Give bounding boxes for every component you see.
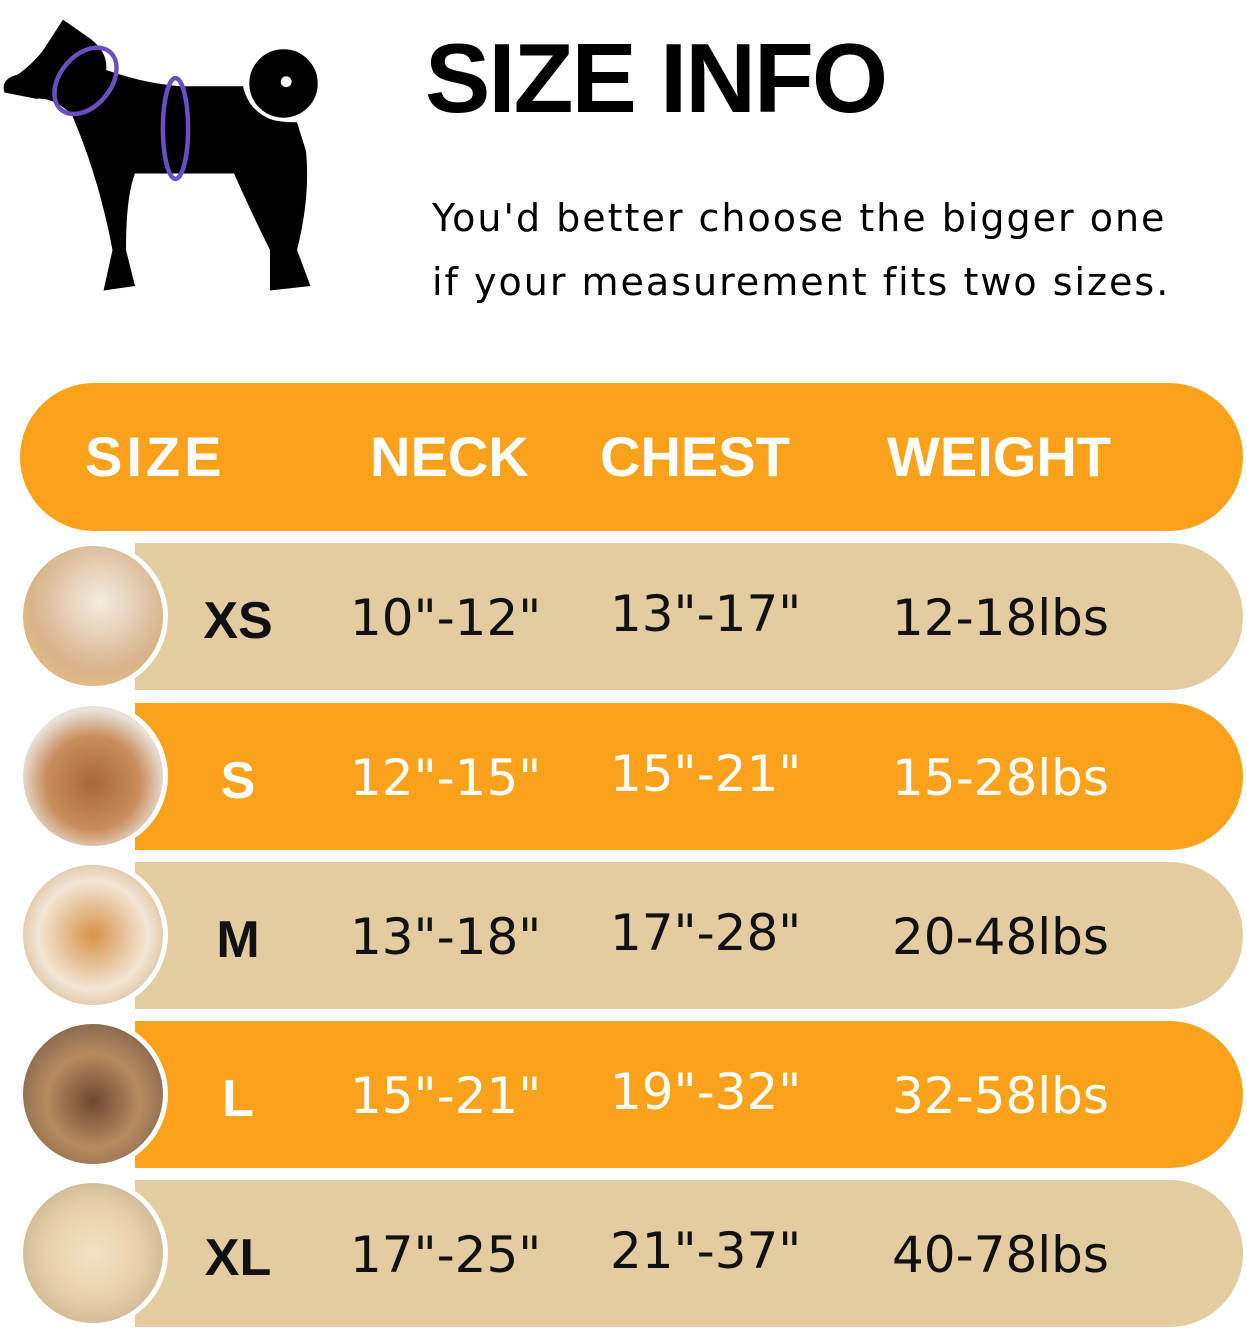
table-header (20, 383, 1243, 531)
neck-value: 15"-21" (350, 1067, 542, 1125)
table-row (135, 543, 1243, 690)
subtitle-line: You'd better choose the bigger one (432, 196, 1167, 240)
chest-value: 15"-21" (610, 745, 802, 803)
dog-measurement-illustration (3, 19, 322, 291)
weight-value: 15-28lbs (892, 749, 1109, 807)
weight-value: 40-78lbs (892, 1226, 1109, 1284)
table-row (135, 862, 1243, 1009)
weight-value: 12-18lbs (892, 589, 1109, 647)
subtitle: You'd better choose the bigger one if yo… (432, 186, 1170, 314)
chest-ring-icon (160, 75, 191, 182)
page-title: SIZE INFO (425, 23, 888, 133)
dog-photo (18, 1178, 168, 1328)
table-row (135, 703, 1243, 850)
dog-photo (18, 1019, 168, 1169)
table-row (135, 1180, 1243, 1327)
weight-value: 20-48lbs (892, 908, 1109, 966)
dog-photo (18, 701, 168, 851)
neck-value: 12"-15" (350, 749, 542, 807)
chest-value: 21"-37" (610, 1222, 802, 1280)
neck-value: 13"-18" (350, 908, 542, 966)
subtitle-line: if your measurement fits two sizes. (432, 260, 1171, 304)
size-label: M (216, 911, 260, 969)
table-row (135, 1021, 1243, 1168)
size-label: XL (204, 1229, 272, 1287)
weight-value: 32-58lbs (892, 1067, 1109, 1125)
size-label: XS (203, 592, 273, 650)
chest-value: 13"-17" (610, 585, 802, 643)
chest-value: 17"-28" (610, 904, 802, 962)
dog-photo (18, 860, 168, 1010)
neck-value: 17"-25" (350, 1226, 542, 1284)
dog-photo (18, 541, 168, 691)
chest-value: 19"-32" (610, 1063, 802, 1121)
header-size: SIZE (85, 425, 226, 488)
neck-ring-icon (52, 45, 119, 117)
header-neck: NECK (370, 425, 529, 488)
size-label: L (222, 1070, 254, 1128)
neck-value: 10"-12" (350, 589, 542, 647)
header-chest: CHEST (600, 425, 790, 488)
size-label: S (220, 752, 256, 810)
header-weight: WEIGHT (887, 425, 1111, 488)
